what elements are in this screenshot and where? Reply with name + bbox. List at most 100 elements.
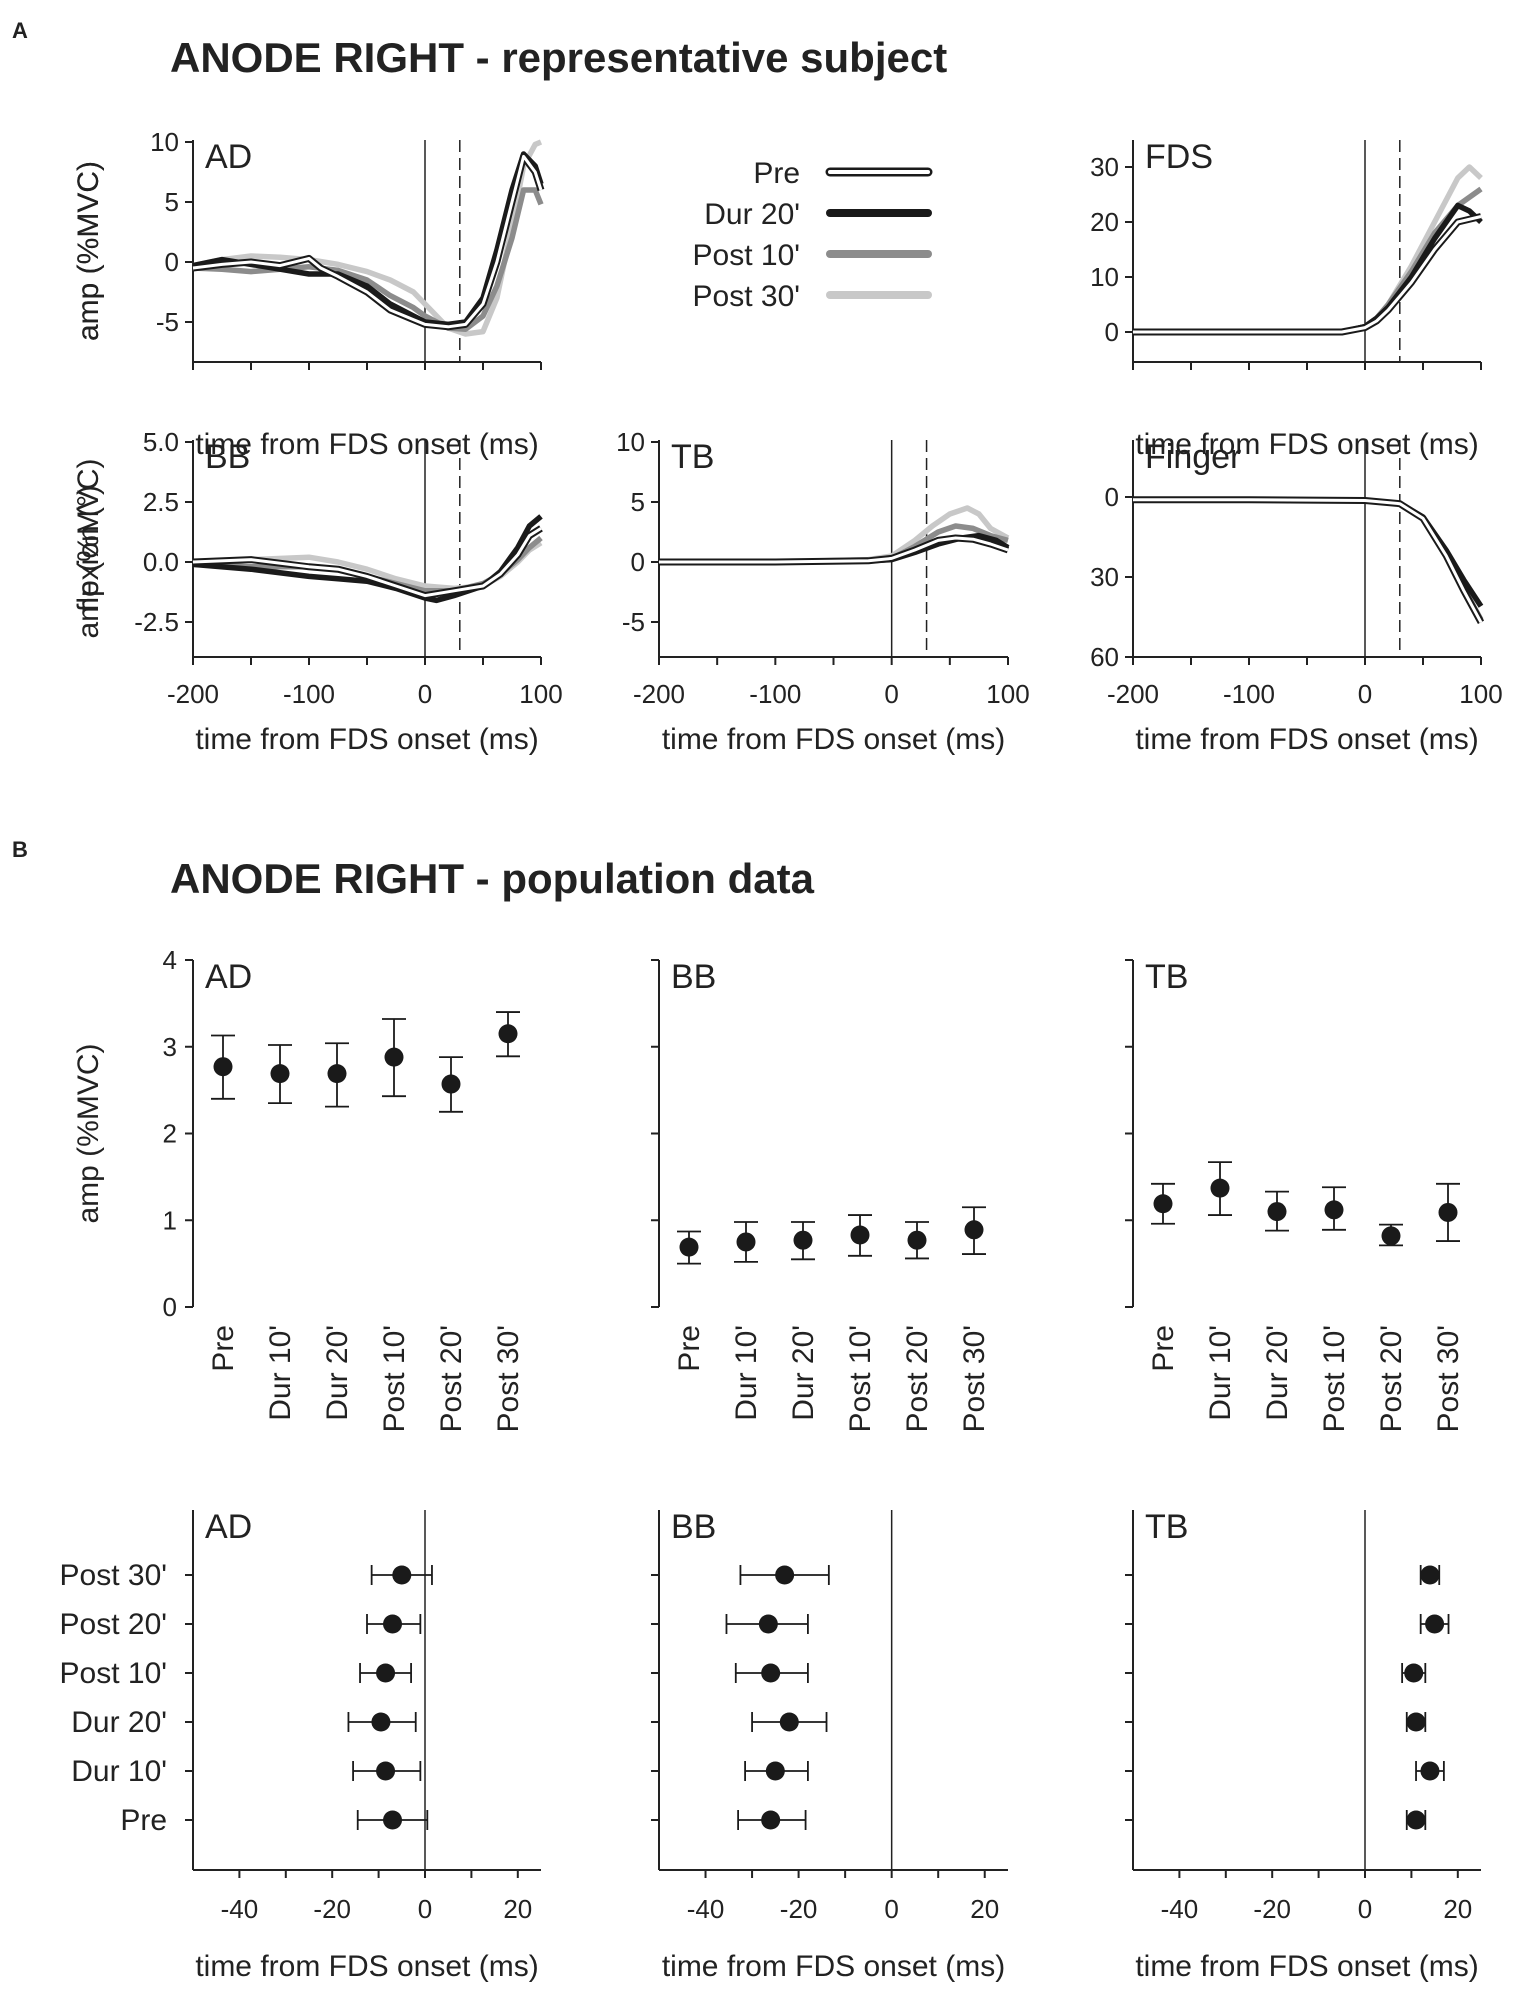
BB_amp-category-label: Post 30': [958, 1325, 991, 1432]
BB_onset-x-tick-label: 20: [970, 1894, 999, 1924]
BB_trace-x-tick-label: 0: [418, 679, 432, 709]
TB_amp-point-dur10: [1210, 1178, 1230, 1198]
BB_onset-x-tick-label: 0: [884, 1894, 898, 1924]
TB_trace-x-tick-label: 0: [884, 679, 898, 709]
FDS_trace-y-tick-label: 10: [1090, 262, 1119, 292]
FDS_trace-y-label: amp (%MVC): [72, 161, 105, 341]
AD_amp-title: AD: [205, 958, 252, 996]
TB_onset-point-post10: [1404, 1663, 1424, 1683]
BB_trace-x-label: time from FDS onset (ms): [195, 723, 538, 756]
FDS_trace-y-tick-label: 0: [1105, 317, 1119, 347]
TB_amp-category-label: Dur 20': [1261, 1325, 1294, 1421]
FDS_trace-y-tick-label: 30: [1090, 152, 1119, 182]
AD_onset-x-tick-label: 20: [503, 1894, 532, 1924]
AD_amp-point-dur20: [327, 1064, 347, 1084]
Finger_trace-series-pre: [1133, 498, 1483, 624]
BB_amp-point-dur10: [736, 1232, 756, 1252]
Finger_trace-series-post10: [1133, 496, 1484, 622]
AD_amp-point-post10: [384, 1047, 404, 1067]
TB_amp-point-post20: [1381, 1226, 1401, 1246]
section-b-letter: B: [12, 837, 28, 862]
Finger_trace-x-tick-label: 100: [1459, 679, 1502, 709]
AD_amp-y-label: amp (%MVC): [72, 1043, 105, 1223]
FDS_trace-y-tick-label: 20: [1090, 207, 1119, 237]
TB_onset-title: TB: [1145, 1508, 1188, 1546]
section-a-letter: A: [12, 18, 28, 43]
Finger_trace-x-tick-label: 0: [1358, 679, 1372, 709]
AD_onset-x-tick-label: 0: [418, 1894, 432, 1924]
BB_trace-y-tick-label: 0.0: [143, 547, 179, 577]
BB_onset-x-tick-label: -40: [687, 1894, 725, 1924]
AD_amp-point-pre: [213, 1057, 233, 1077]
section-a-title: ANODE RIGHT - representative subject: [170, 34, 947, 81]
AD_onset-point-post30: [392, 1565, 412, 1585]
BB_trace-y-tick-label: 2.5: [143, 487, 179, 517]
AD_amp-category-label: Dur 20': [321, 1325, 354, 1421]
TB_amp-category-label: Post 30': [1432, 1325, 1465, 1432]
TB_onset-point-dur10: [1420, 1761, 1440, 1781]
legend-label-post10: Post 10': [693, 239, 800, 272]
AD_onset-category-label: Post 30': [60, 1559, 167, 1592]
AD_onset-x-tick-label: -20: [313, 1894, 351, 1924]
BB_amp-panel: Pre Dur 10' Dur 20' Post 10' Post 20' Post 30…: [651, 958, 991, 1432]
AD_onset-point-post20: [383, 1614, 403, 1634]
AD_amp-point-post30: [498, 1024, 518, 1044]
BB_trace-x-tick-label: 100: [519, 679, 562, 709]
AD_onset-x-label: time from FDS onset (ms): [195, 1950, 538, 1983]
Finger_trace-x-tick-label: -100: [1223, 679, 1275, 709]
TB_trace-y-tick-label: 10: [616, 427, 645, 457]
FDS_trace-title: FDS: [1145, 138, 1213, 176]
TB_amp-point-post10: [1324, 1200, 1344, 1220]
BB_amp-point-post30: [964, 1220, 984, 1240]
BB_trace-series-pre-outline: [192, 525, 543, 600]
TB_trace-panel: -200 -100 0 100 -5 0 5 10 TB time from FDS onset …: [616, 427, 1030, 756]
BB_onset-point-dur20: [779, 1712, 799, 1732]
BB_trace-series-pre: [192, 527, 542, 598]
TB_amp-point-dur20: [1267, 1202, 1287, 1222]
BB_amp-point-post10: [850, 1225, 870, 1245]
AD_onset-category-label: Post 10': [60, 1657, 167, 1690]
Finger_trace-y-tick-label: 0: [1105, 482, 1119, 512]
TB_trace-y-tick-label: 5: [631, 487, 645, 517]
AD_amp-category-label: Pre: [207, 1325, 240, 1372]
TB_trace-x-tick-label: -100: [749, 679, 801, 709]
TB_amp-title: TB: [1145, 958, 1188, 996]
Finger_trace-series-dur20: [1133, 496, 1484, 608]
Finger_trace-series-post30: [1133, 496, 1484, 624]
AD_trace-y-label: amp (%MVC): [72, 161, 105, 341]
AD_trace-series-post30: [192, 139, 543, 337]
AD_onset-point-pre: [383, 1810, 403, 1830]
BB_trace-x-tick-label: -200: [167, 679, 219, 709]
AD_trace-panel: -5 0 5 10 AD time from FDS onset (ms) amp (%MV…: [72, 127, 545, 461]
AD_trace-x-label: time from FDS onset (ms): [195, 428, 538, 461]
FDS_trace-series-pre: [1133, 215, 1482, 334]
Finger_trace-y-label: flexion (°): [72, 485, 105, 612]
AD_amp-category-label: Dur 10': [264, 1325, 297, 1421]
BB_trace-x-tick-label: -100: [283, 679, 335, 709]
Finger_trace-y-tick-label: 30: [1090, 562, 1119, 592]
AD_onset-point-dur20: [371, 1712, 391, 1732]
legend-label-dur20: Dur 20': [704, 198, 800, 231]
Finger_trace-x-label: time from FDS onset (ms): [1135, 723, 1478, 756]
TB_amp-category-label: Pre: [1147, 1325, 1180, 1372]
TB_trace-series-post10: [659, 523, 1009, 565]
BB_onset-point-pre: [761, 1810, 781, 1830]
TB_onset-point-pre: [1406, 1810, 1426, 1830]
TB_trace-x-label: time from FDS onset (ms): [662, 723, 1005, 756]
BB_onset-x-tick-label: -20: [780, 1894, 818, 1924]
AD_amp-category-label: Post 20': [435, 1325, 468, 1432]
AD_amp-y-tick-label: 0: [163, 1292, 177, 1322]
TB_onset-panel: -40 -20 0 20 TB time from FDS onset (ms): [1125, 1508, 1481, 1983]
AD_trace-series-pre: [192, 154, 543, 329]
AD_amp-y-tick-label: 2: [163, 1119, 177, 1149]
AD_amp-category-label: Post 30': [492, 1325, 525, 1432]
AD_trace-y-tick-label: 10: [150, 127, 179, 157]
AD_amp-y-tick-label: 1: [163, 1205, 177, 1235]
TB_amp-category-label: Dur 10': [1204, 1325, 1237, 1421]
AD_onset-point-dur10: [376, 1761, 396, 1781]
FDS_trace-series-dur20: [1133, 202, 1483, 335]
BB_amp-title: BB: [671, 958, 716, 996]
BB_amp-category-label: Post 10': [844, 1325, 877, 1432]
BB_onset-point-post30: [775, 1565, 795, 1585]
